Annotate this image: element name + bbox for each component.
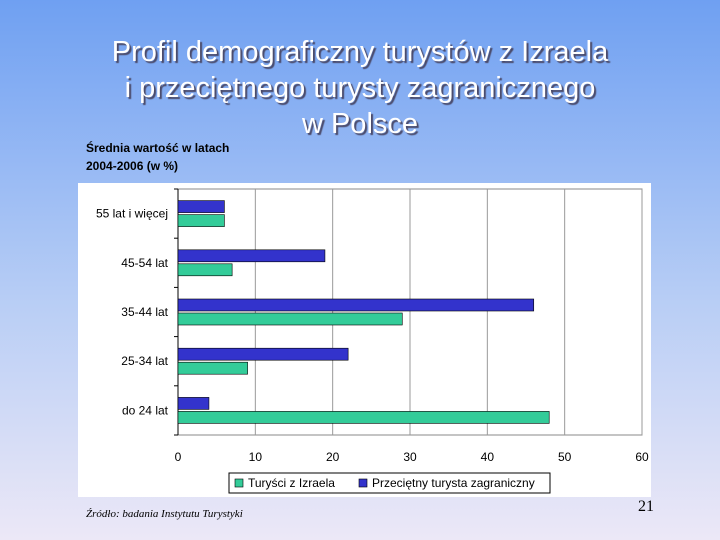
chart-area: 0 10 20 30 40 50 60 55 lat i więcej 45-54 lat 35-… [78, 183, 651, 497]
x-tick-label: 40 [481, 450, 495, 464]
bar-turysci-z-izraela [177, 263, 233, 277]
chart-subtitle: Średnia wartość w latach 2004-2006 (w %) [86, 139, 229, 175]
bar-przecietny-turysta [177, 347, 349, 361]
bar-turysci-z-izraela [177, 312, 403, 326]
y-category-label: do 24 lat [122, 403, 169, 417]
legend-label-przecietny: Przeciętny turysta zagraniczny [372, 476, 535, 490]
legend-label-izrael: Turyści z Izraela [248, 476, 335, 490]
bar-turysci-z-izraela [177, 214, 225, 227]
legend-box [228, 472, 551, 494]
x-tick-label: 20 [326, 450, 340, 464]
bar-przecietny-turysta [177, 397, 210, 410]
title-line-1: Profil demograficzny turystów z Izraela [111, 36, 609, 68]
legend-swatch-przecietny [358, 478, 368, 488]
bar-turysci-z-izraela [177, 361, 248, 375]
x-tick-label: 10 [249, 450, 263, 464]
subtitle-line-2: 2004-2006 (w %) [86, 159, 179, 173]
x-tick-label: 50 [558, 450, 572, 464]
y-category-label: 45-54 lat [121, 256, 168, 270]
source-note: Źródło: badania Instytutu Turystyki [86, 508, 243, 520]
title-line-2: i przeciętnego turysty zagranicznego [124, 72, 596, 104]
bar-przecietny-turysta [177, 298, 535, 312]
bar-przecietny-turysta [177, 249, 326, 263]
page-number: 21 [638, 498, 654, 515]
y-category-label: 25-34 lat [121, 354, 168, 368]
bar-przecietny-turysta [177, 200, 225, 213]
y-category-label: 35-44 lat [121, 305, 168, 319]
subtitle-line-1: Średnia wartość w latach [86, 141, 230, 155]
x-tick-label: 30 [403, 450, 417, 464]
legend-swatch-izrael [234, 478, 244, 488]
y-category-label: 55 lat i więcej [96, 207, 168, 221]
x-tick-label: 60 [635, 450, 649, 464]
slide-title: Profil demograficzny turystów z Izraela … [0, 34, 720, 142]
bar-chart: 0 10 20 30 40 50 60 55 lat i więcej 45-54 lat 35-… [96, 188, 649, 494]
x-tick-label: 0 [175, 450, 182, 464]
bar-turysci-z-izraela [177, 411, 550, 424]
title-line-3: w Polsce [301, 108, 419, 140]
